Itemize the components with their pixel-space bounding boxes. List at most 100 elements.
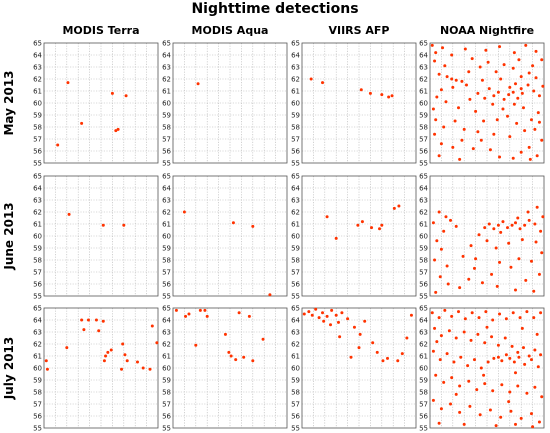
y-tick-label: 60 — [162, 232, 171, 240]
y-tick-label: 63 — [33, 328, 42, 336]
data-point — [521, 346, 525, 350]
column-titles: MODIS Terra MODIS Aqua VIIRS AFP NOAA Night… — [62, 24, 534, 37]
panel-frame — [429, 307, 545, 429]
data-point — [356, 223, 360, 227]
data-point — [346, 317, 350, 321]
data-point — [109, 348, 113, 352]
data-point — [121, 342, 125, 346]
data-point — [454, 392, 458, 396]
data-point — [370, 226, 374, 230]
data-point — [187, 312, 191, 316]
data-point — [536, 365, 540, 369]
data-point — [521, 106, 525, 110]
data-point — [526, 83, 530, 87]
data-point — [476, 91, 480, 95]
data-point — [535, 332, 539, 336]
data-point — [329, 323, 332, 327]
data-point — [452, 360, 456, 364]
data-point — [451, 85, 455, 89]
data-point — [123, 353, 127, 357]
data-point — [539, 353, 543, 357]
data-point — [56, 143, 60, 147]
data-point — [450, 77, 454, 81]
data-point — [511, 156, 515, 160]
data-point — [485, 325, 489, 329]
y-tick-label: 62 — [291, 208, 300, 216]
data-point — [363, 319, 367, 323]
panel-frame — [172, 42, 288, 164]
data-point — [325, 215, 329, 219]
data-point — [196, 82, 200, 86]
y-tick-label: 55 — [162, 292, 171, 300]
chart-title: Nighttime detections — [191, 1, 358, 17]
data-point — [514, 371, 517, 375]
y-tick-label: 57 — [419, 400, 428, 408]
y-tick-label: 62 — [33, 208, 42, 216]
data-point — [242, 355, 246, 359]
data-point — [80, 121, 84, 125]
data-point — [502, 97, 506, 101]
y-tick-label: 61 — [291, 352, 300, 360]
y-tick-label: 65 — [291, 172, 300, 180]
y-tick-label: 57 — [33, 268, 42, 276]
data-point — [251, 224, 255, 228]
data-point — [317, 316, 321, 320]
data-point — [462, 330, 466, 334]
data-point — [44, 359, 48, 363]
y-tick-label: 65 — [162, 304, 171, 312]
data-point — [437, 154, 441, 158]
data-point — [535, 154, 539, 158]
data-point — [470, 311, 474, 315]
data-point — [431, 221, 435, 225]
y-tick-label: 59 — [33, 244, 42, 252]
data-point — [380, 223, 384, 227]
y-tick-label: 65 — [162, 172, 171, 180]
data-point — [507, 400, 511, 404]
data-point — [437, 72, 441, 76]
data-point — [470, 57, 474, 61]
y-tick-label: 56 — [291, 280, 300, 288]
y-tick-label: 58 — [33, 256, 42, 264]
data-point — [472, 358, 476, 362]
data-point — [494, 70, 498, 74]
data-point — [487, 87, 491, 91]
data-point — [397, 204, 401, 208]
y-tick-label: 63 — [162, 328, 171, 336]
data-point — [540, 58, 544, 62]
data-point — [506, 114, 510, 118]
data-point — [371, 341, 375, 345]
data-point — [223, 332, 227, 336]
y-tick-label: 65 — [291, 39, 300, 47]
data-point — [86, 318, 90, 322]
data-point — [498, 312, 502, 316]
y-tick-label: 60 — [33, 364, 42, 372]
y-tick-label: 56 — [419, 147, 428, 155]
panel: 5556575859606162636465656667686970717273… — [291, 304, 420, 433]
y-tick-label: 59 — [162, 111, 171, 119]
data-point — [527, 71, 531, 75]
y-tick-label: 57 — [33, 135, 42, 143]
data-point — [102, 359, 106, 363]
data-point — [483, 96, 487, 100]
y-tick-label: 62 — [162, 208, 171, 216]
y-tick-label: 55 — [162, 159, 171, 167]
y-tick-label: 63 — [291, 328, 300, 336]
data-point — [511, 311, 515, 315]
data-point — [141, 366, 145, 370]
data-point — [474, 109, 478, 113]
data-point — [504, 353, 508, 357]
data-point — [461, 254, 465, 258]
data-point — [431, 398, 435, 402]
data-point — [498, 155, 502, 159]
data-point — [438, 358, 442, 362]
data-point — [116, 127, 120, 131]
panel-frame — [301, 175, 417, 297]
y-tick-label: 56 — [33, 412, 42, 420]
y-tick-label: 60 — [162, 364, 171, 372]
y-tick-label: 58 — [419, 256, 428, 264]
data-point — [496, 90, 500, 94]
data-point — [460, 138, 464, 142]
y-tick-label: 60 — [33, 99, 42, 107]
panel: 55 56 57 58 59 60 61 62 63 64 65 — [419, 39, 545, 167]
y-tick-label: 55 — [419, 424, 428, 432]
